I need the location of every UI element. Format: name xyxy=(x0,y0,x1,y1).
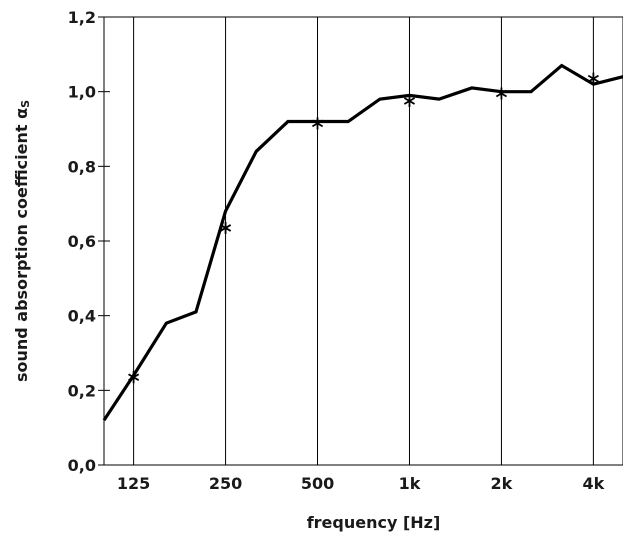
y-tick-label: 1,2 xyxy=(68,8,96,27)
y-tick-label: 0,6 xyxy=(68,232,96,251)
x-tick-label: 2k xyxy=(491,474,513,493)
asterisk-marker xyxy=(587,72,599,85)
asterisk-marker xyxy=(403,95,416,107)
vertical-grid-lines xyxy=(133,17,594,465)
x-tick-label: 125 xyxy=(117,474,150,493)
y-tick-label: 0,8 xyxy=(68,157,96,176)
x-axis-title: frequency [Hz] xyxy=(307,513,441,532)
y-axis-title-subscript: S xyxy=(19,100,32,108)
asterisk-marker xyxy=(311,117,324,130)
series-line xyxy=(102,63,623,422)
asterisk-marker xyxy=(128,371,140,384)
y-tick-label: 0,4 xyxy=(68,307,96,326)
x-tick-label: 1k xyxy=(399,474,421,493)
y-axis-title-main: sound absorption coefficient α xyxy=(12,108,31,382)
x-tick-label: 250 xyxy=(209,474,242,493)
x-tick-label: 4k xyxy=(583,474,605,493)
asterisk-marker xyxy=(495,87,507,100)
y-tick-labels: 0,0 0,2 0,4 0,6 0,8 1,0 1,2 xyxy=(68,8,96,475)
y-tick-label: 1,0 xyxy=(68,83,96,102)
y-tick-label: 0,2 xyxy=(68,381,96,400)
x-tick-labels: 125 250 500 1k 2k 4k xyxy=(117,474,605,493)
asterisk-marker xyxy=(220,221,232,234)
x-tick-label: 500 xyxy=(301,474,334,493)
plot-frame xyxy=(103,16,623,466)
y-axis-title: sound absorption coefficient αS xyxy=(12,100,33,382)
y-tick-label: 0,0 xyxy=(68,456,96,475)
data-series xyxy=(102,63,623,422)
